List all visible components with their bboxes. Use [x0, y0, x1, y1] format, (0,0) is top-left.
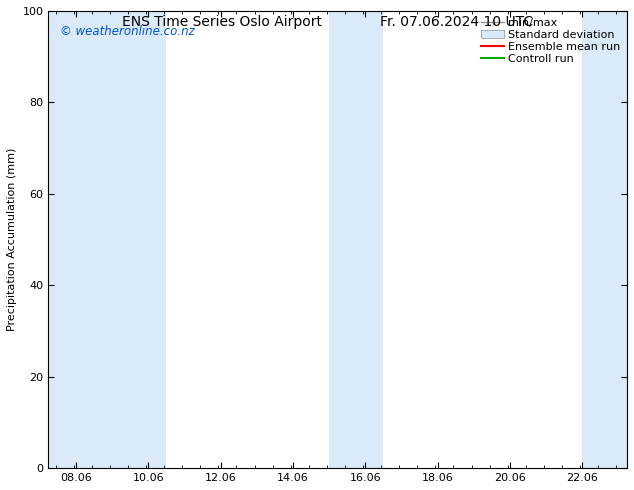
Text: ENS Time Series Oslo Airport: ENS Time Series Oslo Airport: [122, 15, 322, 29]
Y-axis label: Precipitation Accumulation (mm): Precipitation Accumulation (mm): [7, 148, 17, 331]
Bar: [329, 11, 384, 468]
Text: Fr. 07.06.2024 10 UTC: Fr. 07.06.2024 10 UTC: [380, 15, 533, 29]
Text: © weatheronline.co.nz: © weatheronline.co.nz: [60, 24, 195, 38]
Legend: min/max, Standard deviation, Ensemble mean run, Controll run: min/max, Standard deviation, Ensemble me…: [478, 14, 624, 68]
Bar: [112, 11, 166, 468]
Bar: [582, 11, 627, 468]
Bar: [48, 11, 112, 468]
